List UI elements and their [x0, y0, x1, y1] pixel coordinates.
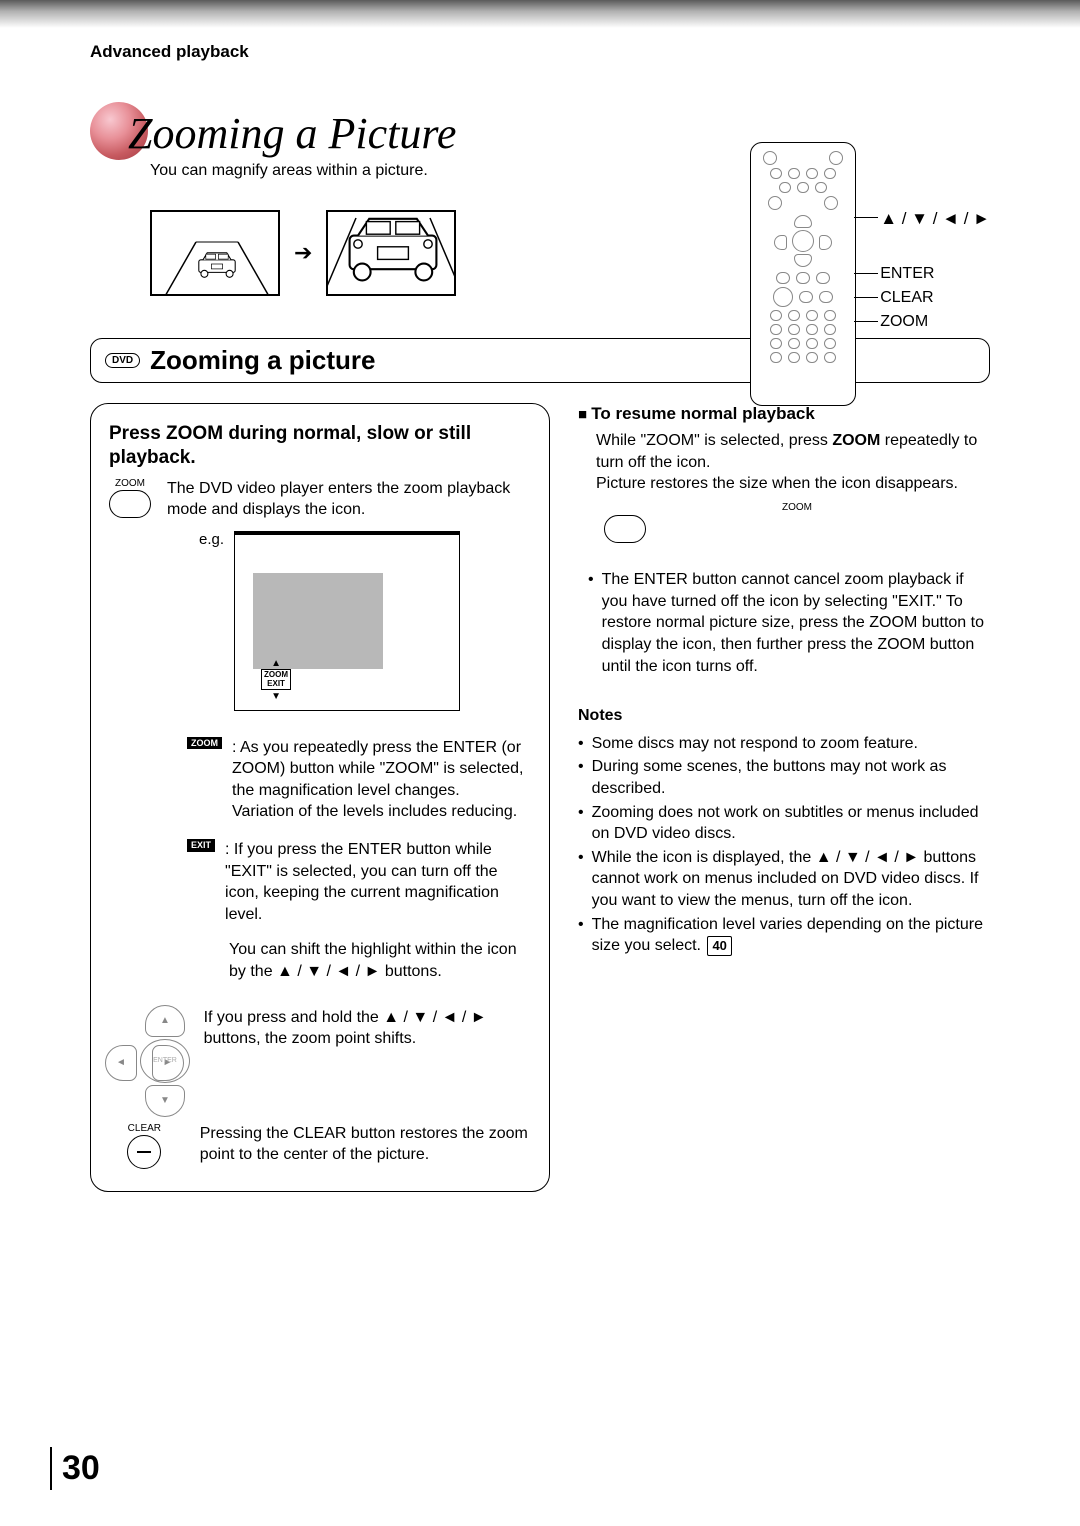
notes-title: Notes [578, 705, 990, 727]
note-item: •While the icon is displayed, the ▲ / ▼ … [578, 847, 990, 912]
left-heading: Press ZOOM during normal, slow or still … [109, 422, 531, 470]
enter-note: The ENTER button cannot cancel zoom play… [602, 569, 990, 677]
shift-text: You can shift the highlight within the i… [229, 939, 531, 982]
remote-label-arrows: ▲ / ▼ / ◄ / ► [880, 206, 990, 232]
remote-diagram: ▲ / ▼ / ◄ / ► ENTER CLEAR ZOOM [750, 142, 990, 406]
car-box-zoomed [326, 210, 456, 296]
clear-desc: Pressing the CLEAR button restores the z… [200, 1123, 531, 1166]
tv-caret-up: ▲ [261, 658, 291, 669]
car-box-small [150, 210, 280, 296]
page-number: 30 [50, 1447, 100, 1490]
left-panel: Press ZOOM during normal, slow or still … [90, 403, 550, 1192]
zoom-button-small: ZOOM [604, 501, 990, 544]
resume-title: To resume normal playback [578, 403, 990, 426]
hold-text: If you press and hold the ▲ / ▼ / ◄ / ► … [204, 1007, 531, 1050]
remote-label-zoom: ZOOM [880, 310, 990, 334]
clear-btn-label: CLEAR [109, 1123, 180, 1134]
note-item: •During some scenes, the buttons may not… [578, 756, 990, 799]
page-title: Zooming a Picture [128, 108, 456, 159]
note-item: •Zooming does not work on subtitles or m… [578, 802, 990, 845]
subheading-text: Zooming a picture [150, 345, 375, 376]
dpad-illustration: ▲▼◄► ENTER [105, 1005, 184, 1117]
tv-caret-down: ▼ [261, 691, 291, 702]
right-panel: To resume normal playback While "ZOOM" i… [578, 403, 990, 959]
exit-desc: : If you press the ENTER button while "E… [225, 839, 531, 925]
zoom-tag: ZOOM [187, 737, 222, 750]
eg-label: e.g. [199, 531, 224, 548]
note-item: •The magnification level varies dependin… [578, 914, 990, 957]
resume-p1: While "ZOOM" is selected, press ZOOM rep… [596, 430, 990, 473]
dvd-badge: DVD [105, 353, 140, 368]
remote-outline [750, 142, 856, 406]
remote-label-enter: ENTER [880, 262, 990, 286]
note-item: •Some discs may not respond to zoom feat… [578, 733, 990, 755]
arrow-icon: ➔ [294, 240, 312, 266]
top-gradient [0, 0, 1080, 28]
notes-list: •Some discs may not respond to zoom feat… [578, 733, 990, 957]
step1-text: The DVD video player enters the zoom pla… [167, 478, 531, 521]
exit-tag: EXIT [187, 839, 215, 852]
tv-frame: ▲ ZOOM EXIT ▼ [234, 531, 460, 711]
remote-label-clear: CLEAR [880, 286, 990, 310]
section-label: Advanced playback [90, 42, 990, 62]
remote-labels: ▲ / ▼ / ◄ / ► ENTER CLEAR ZOOM [880, 206, 990, 334]
zoom-desc: : As you repeatedly press the ENTER (or … [232, 737, 531, 823]
resume-p2: Picture restores the size when the icon … [596, 473, 990, 495]
zoom-exit-box: ZOOM EXIT [261, 669, 291, 690]
clear-button-illustration: CLEAR [109, 1123, 180, 1169]
zoom-button-illustration: ZOOM [109, 478, 151, 518]
zoom-btn-label: ZOOM [109, 478, 151, 489]
